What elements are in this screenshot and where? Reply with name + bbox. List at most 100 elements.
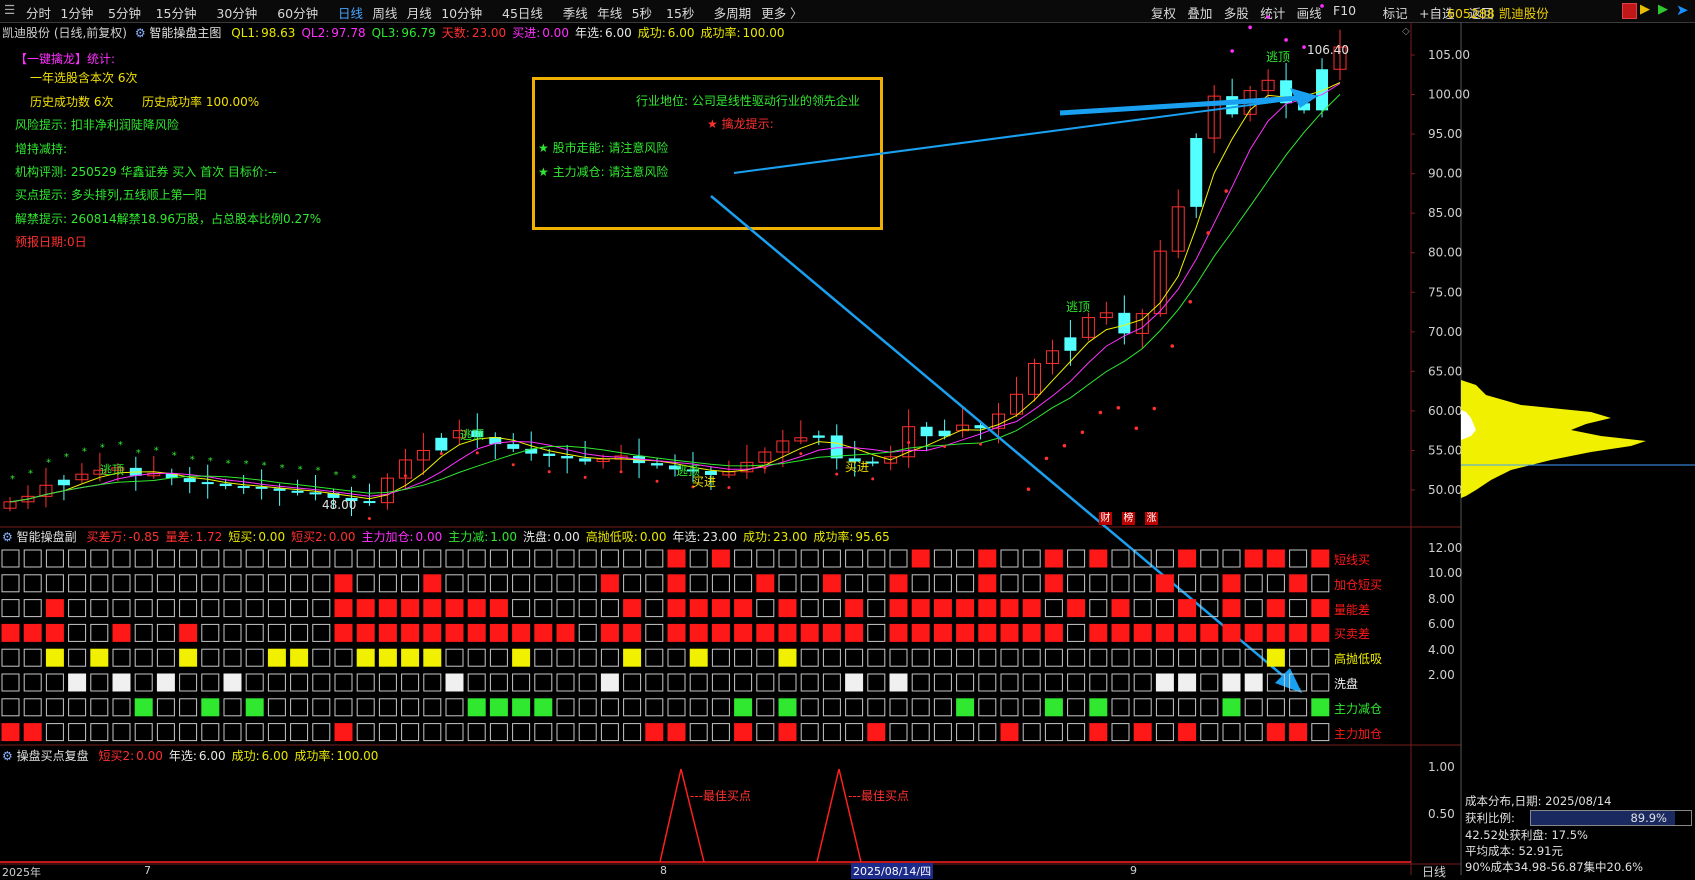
- signal-label-5: 洗盘: [1334, 677, 1359, 691]
- signal-cell: [1111, 698, 1130, 717]
- signal-cell: [1044, 623, 1063, 642]
- signal-cell: [956, 723, 975, 742]
- period-tab-7[interactable]: 周线: [372, 6, 398, 21]
- period-tab-2[interactable]: 5分钟: [108, 6, 141, 21]
- period-tab-10[interactable]: 45日线: [502, 6, 543, 21]
- signal-cell: [734, 623, 753, 642]
- signal-cell: [978, 549, 997, 568]
- signal-cell: [1289, 648, 1308, 667]
- play-icon[interactable]: ▶: [1640, 2, 1650, 17]
- signal-cell: [867, 574, 886, 593]
- signal-cell: [933, 574, 952, 593]
- signal-cell: [445, 623, 464, 642]
- signal-cell: [179, 599, 198, 618]
- period-tab-11[interactable]: 季线: [562, 6, 588, 21]
- signal-cell: [445, 599, 464, 618]
- main-ind-label-7: 成功率:: [700, 26, 741, 40]
- signal-cell: [467, 698, 486, 717]
- period-tab-13[interactable]: 5秒: [631, 6, 653, 21]
- sub1-ind-value-4: 0.00: [415, 530, 443, 544]
- signal-cell: [1067, 549, 1086, 568]
- signal-cell: [1044, 648, 1063, 667]
- sub1-settings-icon[interactable]: ⚙: [2, 530, 13, 544]
- buy-point-chart: [0, 768, 1411, 863]
- tool-2[interactable]: 多股: [1223, 6, 1249, 21]
- signal-cell: [578, 599, 597, 618]
- signal-cell: [556, 673, 575, 692]
- period-tab-12[interactable]: 年线: [597, 6, 623, 21]
- period-tab-3[interactable]: 15分钟: [155, 6, 197, 21]
- candle-body: [920, 426, 933, 437]
- sar-dot: [1302, 45, 1306, 49]
- period-tab-15[interactable]: 多周期: [713, 6, 752, 21]
- signal-cell: [889, 574, 908, 593]
- period-tab-1[interactable]: 1分钟: [60, 6, 94, 21]
- tool-8[interactable]: 返回: [1468, 6, 1494, 21]
- signal-cell: [778, 698, 797, 717]
- period-tab-5[interactable]: 60分钟: [277, 6, 319, 21]
- signal-cell: [45, 623, 64, 642]
- tool-7[interactable]: +自选: [1419, 6, 1455, 21]
- signal-cell: [245, 574, 264, 593]
- signal-cell: [845, 673, 864, 692]
- signal-cell: [956, 599, 975, 618]
- signal-cell: [134, 698, 153, 717]
- signal-cell: [467, 549, 486, 568]
- signal-cell: [489, 673, 508, 692]
- sub2-indicator-values: 短买2: 0.00 年选: 6.00 成功: 6.00 成功率: 100.00: [92, 749, 378, 763]
- signal-cell: [1244, 549, 1263, 568]
- signal-cell: [1022, 549, 1041, 568]
- signal-cell: [1222, 574, 1241, 593]
- period-tab-16[interactable]: 更多 〉: [761, 6, 803, 21]
- candle-body: [1190, 138, 1203, 207]
- candle-body: [452, 430, 466, 439]
- signal-cell: [978, 723, 997, 742]
- signal-cell: [1222, 549, 1241, 568]
- cursor-icon[interactable]: ➤: [1676, 1, 1689, 19]
- signal-cell: [1, 599, 20, 618]
- sar-dot: [511, 463, 515, 467]
- flag-red-icon[interactable]: [1622, 3, 1637, 19]
- sar-dot: [871, 477, 875, 481]
- signal-cell: [1000, 599, 1019, 618]
- candle-body: [812, 435, 825, 438]
- candle-body: [758, 451, 772, 463]
- profit-label: 获利比例:: [1465, 811, 1515, 825]
- tool-4[interactable]: 画线: [1296, 6, 1322, 21]
- menu-icon[interactable]: ☰: [4, 2, 16, 17]
- settings-icon[interactable]: ⚙: [134, 26, 146, 40]
- signal-cell: [290, 574, 309, 593]
- period-tab-4[interactable]: 30分钟: [216, 6, 258, 21]
- signal-cell: [778, 549, 797, 568]
- signal-cell: [312, 673, 331, 692]
- pane-expand-icon[interactable]: ◇: [1402, 26, 1410, 37]
- tool-6[interactable]: 标记: [1382, 6, 1408, 21]
- signal-cell: [556, 698, 575, 717]
- badge-rank[interactable]: 榜: [1122, 512, 1135, 525]
- tool-0[interactable]: 复权: [1151, 6, 1177, 21]
- signal-cell: [623, 599, 642, 618]
- signal-cell: [578, 648, 597, 667]
- period-tab-9[interactable]: 10分钟: [441, 6, 483, 21]
- escape-label-4: 逃顶: [100, 463, 125, 477]
- badge-rise[interactable]: 涨: [1145, 512, 1158, 525]
- tool-1[interactable]: 叠加: [1187, 6, 1213, 21]
- signal-cell: [223, 599, 242, 618]
- sub2-settings-icon[interactable]: ⚙: [2, 749, 13, 763]
- signal-cell: [1222, 599, 1241, 618]
- sar-star: *: [190, 454, 195, 465]
- signal-cell: [312, 549, 331, 568]
- tool-5[interactable]: F10: [1333, 3, 1357, 18]
- signal-cell: [23, 648, 42, 667]
- forward-icon[interactable]: ▶: [1658, 2, 1668, 17]
- signal-cell: [179, 698, 198, 717]
- period-tab-6[interactable]: 日线: [338, 6, 364, 21]
- period-tab-14[interactable]: 15秒: [666, 6, 695, 21]
- main-ind-value-4: 0.00: [542, 26, 569, 40]
- trend-arrow-1b: [1059, 95, 1301, 116]
- badge-finance[interactable]: 财: [1099, 512, 1112, 525]
- period-tab-8[interactable]: 月线: [406, 6, 432, 21]
- period-tab-0[interactable]: 分时: [26, 6, 52, 21]
- sub1-ind-value-6: 0.00: [553, 530, 580, 544]
- signal-cell: [689, 549, 708, 568]
